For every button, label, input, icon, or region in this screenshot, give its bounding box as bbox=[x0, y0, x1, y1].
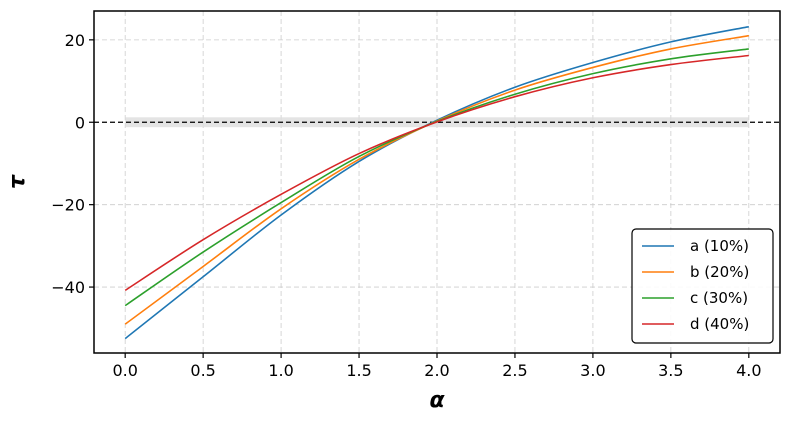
x-tick-label: 2.0 bbox=[424, 361, 449, 380]
x-axis-label: α bbox=[429, 388, 445, 413]
grid bbox=[94, 11, 780, 353]
legend-box bbox=[631, 228, 774, 344]
x-tick-label: 3.5 bbox=[658, 361, 683, 380]
x-tick-label: 4.0 bbox=[736, 361, 761, 380]
x-tick-label: 0.0 bbox=[112, 361, 137, 380]
series-line-3 bbox=[124, 54, 749, 292]
series-lines bbox=[124, 25, 749, 340]
y-tick-label: 20 bbox=[65, 31, 85, 50]
legend-entry: d (40%) bbox=[690, 315, 749, 333]
legend-entry: b (20%) bbox=[690, 263, 749, 281]
x-tick-label: 0.5 bbox=[190, 361, 215, 380]
y-tick-label: 0 bbox=[75, 113, 85, 132]
legend-entry: a (10%) bbox=[690, 237, 749, 255]
y-axis-label: τ bbox=[5, 174, 30, 189]
legend-entry: c (30%) bbox=[690, 289, 748, 307]
legend: a (10%) b (20%) c (30%) d (40%) bbox=[631, 228, 774, 344]
x-tick-label: 1.5 bbox=[346, 361, 371, 380]
y-tick-label: −40 bbox=[51, 278, 85, 297]
x-axis-ticks: 0.0 0.5 1.0 1.5 2.0 2.5 3.0 3.5 4.0 bbox=[112, 353, 762, 380]
y-tick-label: −20 bbox=[51, 196, 85, 215]
x-tick-label: 1.0 bbox=[268, 361, 293, 380]
x-tick-label: 3.0 bbox=[580, 361, 605, 380]
x-tick-label: 2.5 bbox=[502, 361, 527, 380]
y-axis-ticks: −40 −20 0 20 bbox=[51, 31, 94, 297]
